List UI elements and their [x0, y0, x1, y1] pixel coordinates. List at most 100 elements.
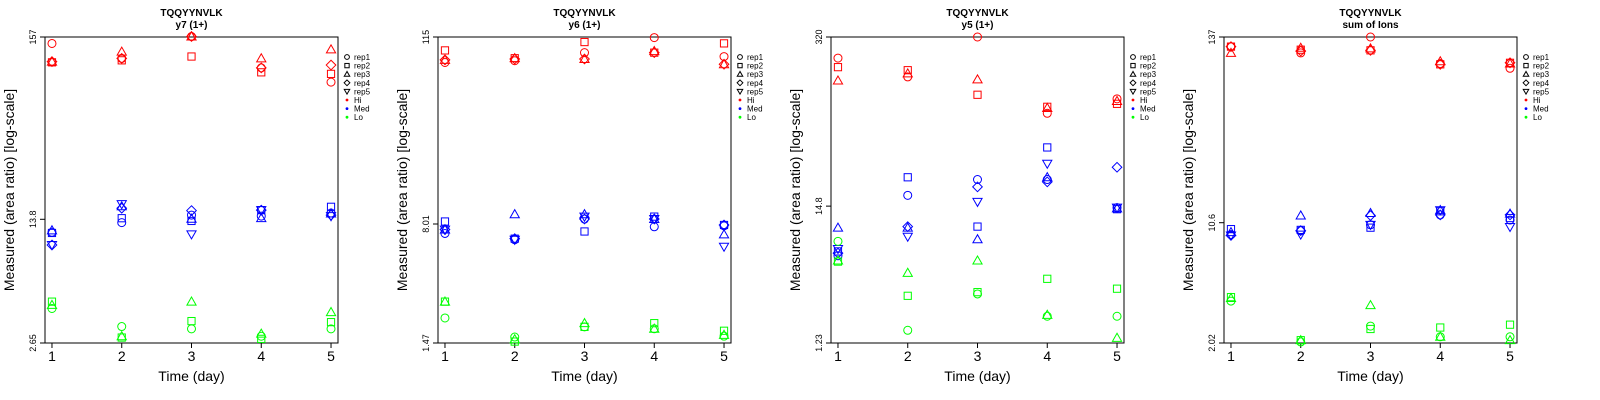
data-point-hi-rep3 [579, 53, 590, 63]
legend-label-lo: Lo [1140, 113, 1149, 122]
data-point-med-rep5 [1365, 220, 1376, 231]
data-point-hi-rep3 [1295, 42, 1307, 52]
legend-label-rep3: rep3 [747, 70, 764, 79]
plot-frame [1223, 36, 1518, 344]
data-point-lo-rep3 [579, 317, 590, 328]
data-point-lo-rep1 [440, 313, 450, 323]
data-point-med-rep3 [46, 224, 58, 235]
legend-label-rep1: rep1 [1533, 53, 1550, 62]
legend-marker-rep3 [343, 70, 351, 77]
data-point-med-rep2 [1043, 143, 1052, 152]
data-point-med-rep5 [648, 215, 660, 225]
data-point-lo-rep2 [257, 334, 266, 343]
legend-label-rep3: rep3 [1533, 70, 1550, 79]
data-point-lo-rep1 [1042, 311, 1052, 321]
data-point-hi-rep3 [439, 54, 451, 64]
data-point-hi-rep3 [325, 43, 337, 54]
legend-dot-med [738, 107, 742, 110]
data-point-lo-rep1 [1505, 332, 1515, 342]
legend-marker-rep1 [1130, 54, 1136, 60]
data-point-med-rep5 [1295, 230, 1307, 241]
data-point-med-rep2 [580, 227, 589, 236]
data-point-hi-rep4 [648, 47, 660, 59]
data-point-med-rep3 [718, 228, 730, 239]
data-point-hi-rep1 [1226, 42, 1236, 52]
data-point-med-rep2 [719, 220, 729, 230]
y-tick-label: 115 [421, 30, 431, 44]
data-point-med-rep5 [186, 230, 197, 240]
chart-subtitle: sum of Ions [1342, 20, 1399, 31]
y-tick-label: 157 [28, 29, 38, 44]
data-point-lo-rep3 [902, 267, 914, 277]
data-point-hi-rep1 [649, 33, 659, 43]
data-point-med-rep4 [718, 219, 730, 231]
data-point-med-rep3 [832, 222, 844, 232]
data-point-hi-rep2 [257, 68, 266, 77]
data-point-lo-rep3 [46, 299, 58, 309]
data-point-hi-rep4 [116, 52, 128, 64]
data-point-hi-rep1 [1366, 32, 1375, 42]
legend-label-med: Med [1533, 105, 1549, 114]
data-point-med-rep4 [1434, 209, 1446, 221]
legend-marker-rep4 [343, 79, 351, 87]
y-tick-label: 1.23 [814, 334, 824, 352]
data-point-lo-rep1 [187, 324, 196, 334]
data-point-med-rep5 [439, 225, 451, 236]
data-point-med-rep3 [186, 213, 197, 223]
data-point-lo-rep2 [973, 288, 982, 297]
x-axis-label: Time (day) [1337, 368, 1403, 384]
data-point-med-rep4 [902, 221, 914, 233]
data-point-lo-rep1 [326, 324, 336, 334]
y-axis-label: Measured (area ratio) [log-scale] [394, 89, 410, 291]
x-tick-label: 1 [48, 348, 56, 364]
x-tick-label: 2 [118, 348, 126, 364]
data-point-hi-rep4 [578, 53, 591, 65]
data-point-lo-rep2 [1112, 284, 1122, 293]
data-point-med-rep2 [1505, 213, 1515, 223]
legend-marker-rep2 [737, 62, 743, 69]
chart-title: TQQYYNVLK [553, 8, 616, 19]
data-point-lo-rep3 [1434, 331, 1446, 341]
data-point-hi-rep4 [1364, 44, 1377, 56]
plot-frame [437, 36, 732, 344]
data-point-med-rep5 [325, 212, 337, 222]
legend-marker-rep4 [1522, 79, 1530, 87]
y-tick-label: 13.8 [28, 211, 38, 229]
data-point-hi-rep2 [187, 52, 196, 61]
legend-label-hi: Hi [354, 96, 362, 105]
y-axis-label: Measured (area ratio) [log-scale] [1, 89, 17, 291]
data-point-hi-rep4 [1225, 41, 1237, 53]
chart-subtitle: y7 (1+) [176, 20, 208, 31]
legend-dot-hi [1131, 98, 1135, 102]
y-tick-label: 14.8 [814, 197, 824, 215]
legend-label-hi: Hi [1140, 96, 1148, 105]
legend-label-med: Med [354, 105, 370, 114]
data-point-hi-rep2 [326, 69, 336, 78]
legend-dot-hi [738, 98, 742, 102]
legend-dot-lo [1131, 115, 1135, 119]
legend-label-rep3: rep3 [1140, 70, 1157, 79]
legend-label-rep2: rep2 [1140, 62, 1157, 71]
data-point-lo-rep2 [1366, 324, 1375, 334]
data-point-med-rep1 [580, 214, 589, 224]
data-point-med-rep2 [1366, 223, 1375, 232]
data-point-med-rep4 [1364, 210, 1377, 222]
data-point-hi-rep3 [509, 52, 521, 63]
data-point-lo-rep3 [1041, 309, 1053, 319]
data-point-med-rep5 [1434, 206, 1446, 216]
legend-marker-rep5 [1129, 88, 1137, 96]
data-point-lo-rep3 [1111, 332, 1123, 342]
legend-label-rep1: rep1 [354, 53, 371, 62]
data-point-med-rep3 [902, 222, 914, 232]
data-point-med-rep3 [1041, 171, 1053, 182]
legend-label-rep5: rep5 [1533, 87, 1550, 96]
legend-label-hi: Hi [747, 96, 755, 105]
data-point-med-rep3 [579, 208, 590, 219]
data-point-med-rep3 [972, 233, 983, 244]
data-point-hi-rep1 [580, 48, 589, 58]
x-tick-label: 2 [511, 348, 519, 364]
data-point-hi-rep2 [1226, 42, 1236, 51]
data-point-lo-rep3 [439, 296, 451, 306]
legend-marker-rep5 [343, 88, 351, 96]
